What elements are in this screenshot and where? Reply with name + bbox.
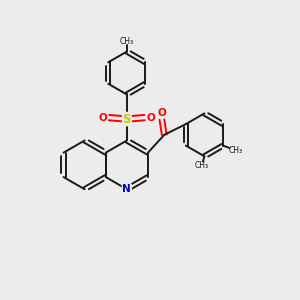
Text: CH₃: CH₃ xyxy=(228,146,242,154)
Text: N: N xyxy=(122,184,131,194)
Text: S: S xyxy=(123,112,131,126)
Text: O: O xyxy=(98,112,107,123)
Text: CH₃: CH₃ xyxy=(194,161,208,170)
Text: O: O xyxy=(158,108,166,118)
Text: CH₃: CH₃ xyxy=(120,37,134,46)
Text: O: O xyxy=(147,112,156,123)
